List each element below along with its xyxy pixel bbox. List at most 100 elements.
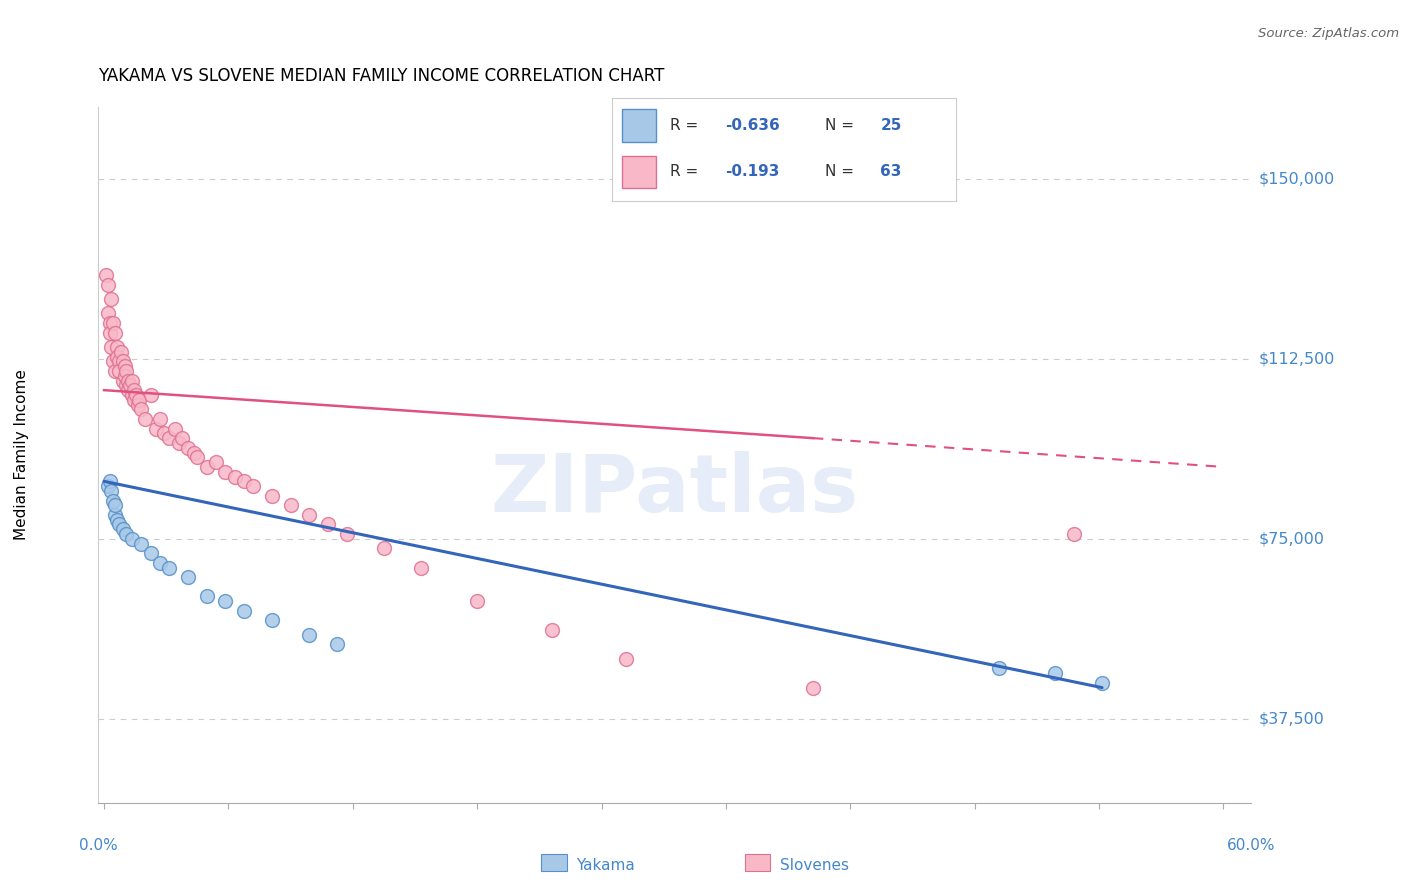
Point — [163, 421, 186, 435]
Point — [111, 354, 134, 368]
Point — [465, 594, 488, 608]
Point — [103, 316, 125, 330]
Point — [373, 541, 395, 556]
Point — [214, 465, 236, 479]
Point — [335, 527, 357, 541]
Point — [540, 623, 562, 637]
Point — [1063, 527, 1085, 541]
Point — [100, 483, 122, 498]
Point — [149, 412, 172, 426]
Text: 0.0%: 0.0% — [79, 838, 118, 854]
Point — [616, 652, 638, 666]
Point — [121, 388, 143, 402]
Point — [97, 277, 120, 292]
Point — [134, 412, 156, 426]
Point — [120, 378, 142, 392]
Point — [105, 350, 128, 364]
Point — [122, 383, 145, 397]
Point — [111, 522, 134, 536]
Point — [115, 378, 138, 392]
Point — [115, 364, 138, 378]
Point — [131, 537, 153, 551]
Point — [104, 364, 127, 378]
Point — [97, 479, 120, 493]
Text: Source: ZipAtlas.com: Source: ZipAtlas.com — [1258, 27, 1399, 40]
Point — [801, 681, 824, 695]
Text: 60.0%: 60.0% — [1227, 838, 1275, 854]
Point — [298, 628, 321, 642]
Text: $75,000: $75,000 — [1258, 532, 1324, 547]
Point — [117, 383, 139, 397]
Point — [108, 364, 131, 378]
Point — [242, 479, 264, 493]
Text: R =: R = — [671, 119, 703, 133]
Point — [1045, 666, 1067, 681]
Point — [260, 614, 283, 628]
Point — [114, 359, 136, 373]
Point — [326, 637, 349, 651]
Point — [167, 436, 190, 450]
Point — [104, 326, 127, 340]
Point — [110, 344, 132, 359]
Point — [105, 340, 128, 354]
Point — [177, 441, 200, 455]
Text: YAKAMA VS SLOVENE MEDIAN FAMILY INCOME CORRELATION CHART: YAKAMA VS SLOVENE MEDIAN FAMILY INCOME C… — [98, 67, 665, 85]
Point — [139, 388, 162, 402]
Point — [298, 508, 321, 522]
Point — [111, 374, 134, 388]
Point — [145, 421, 167, 435]
Text: N =: N = — [825, 119, 859, 133]
Text: N =: N = — [825, 164, 859, 179]
Point — [1091, 676, 1114, 690]
Text: Slovenes: Slovenes — [780, 858, 849, 872]
Point — [195, 459, 218, 474]
Point — [157, 431, 180, 445]
Text: -0.636: -0.636 — [725, 119, 780, 133]
Point — [98, 326, 121, 340]
Point — [128, 392, 150, 407]
Point — [214, 594, 236, 608]
Point — [100, 292, 122, 306]
Text: $37,500: $37,500 — [1258, 711, 1324, 726]
Point — [104, 498, 127, 512]
Point — [232, 604, 254, 618]
Point — [127, 398, 149, 412]
Point — [115, 527, 138, 541]
Text: $150,000: $150,000 — [1258, 171, 1334, 186]
Point — [100, 340, 122, 354]
Point — [108, 517, 131, 532]
Point — [988, 661, 1011, 675]
Point — [152, 426, 174, 441]
Point — [103, 493, 125, 508]
Point — [177, 570, 200, 584]
Point — [411, 560, 433, 574]
Point — [195, 590, 218, 604]
Point — [105, 513, 128, 527]
Point — [122, 392, 145, 407]
Point — [205, 455, 228, 469]
Point — [108, 354, 131, 368]
Text: Yakama: Yakama — [576, 858, 636, 872]
Point — [103, 354, 125, 368]
Point — [149, 556, 172, 570]
Text: ZIPatlas: ZIPatlas — [491, 450, 859, 529]
Point — [232, 475, 254, 489]
Point — [316, 517, 339, 532]
FancyBboxPatch shape — [621, 110, 657, 142]
Point — [98, 316, 121, 330]
Point — [125, 388, 148, 402]
Text: R =: R = — [671, 164, 703, 179]
Point — [121, 374, 143, 388]
Point — [117, 374, 139, 388]
Point — [114, 368, 136, 383]
Point — [94, 268, 117, 282]
Text: -0.193: -0.193 — [725, 164, 780, 179]
Point — [104, 508, 127, 522]
Point — [157, 560, 180, 574]
Text: $112,500: $112,500 — [1258, 351, 1334, 367]
Point — [224, 469, 246, 483]
Point — [131, 402, 153, 417]
Text: 63: 63 — [880, 164, 901, 179]
Text: 25: 25 — [880, 119, 901, 133]
Point — [97, 306, 120, 320]
